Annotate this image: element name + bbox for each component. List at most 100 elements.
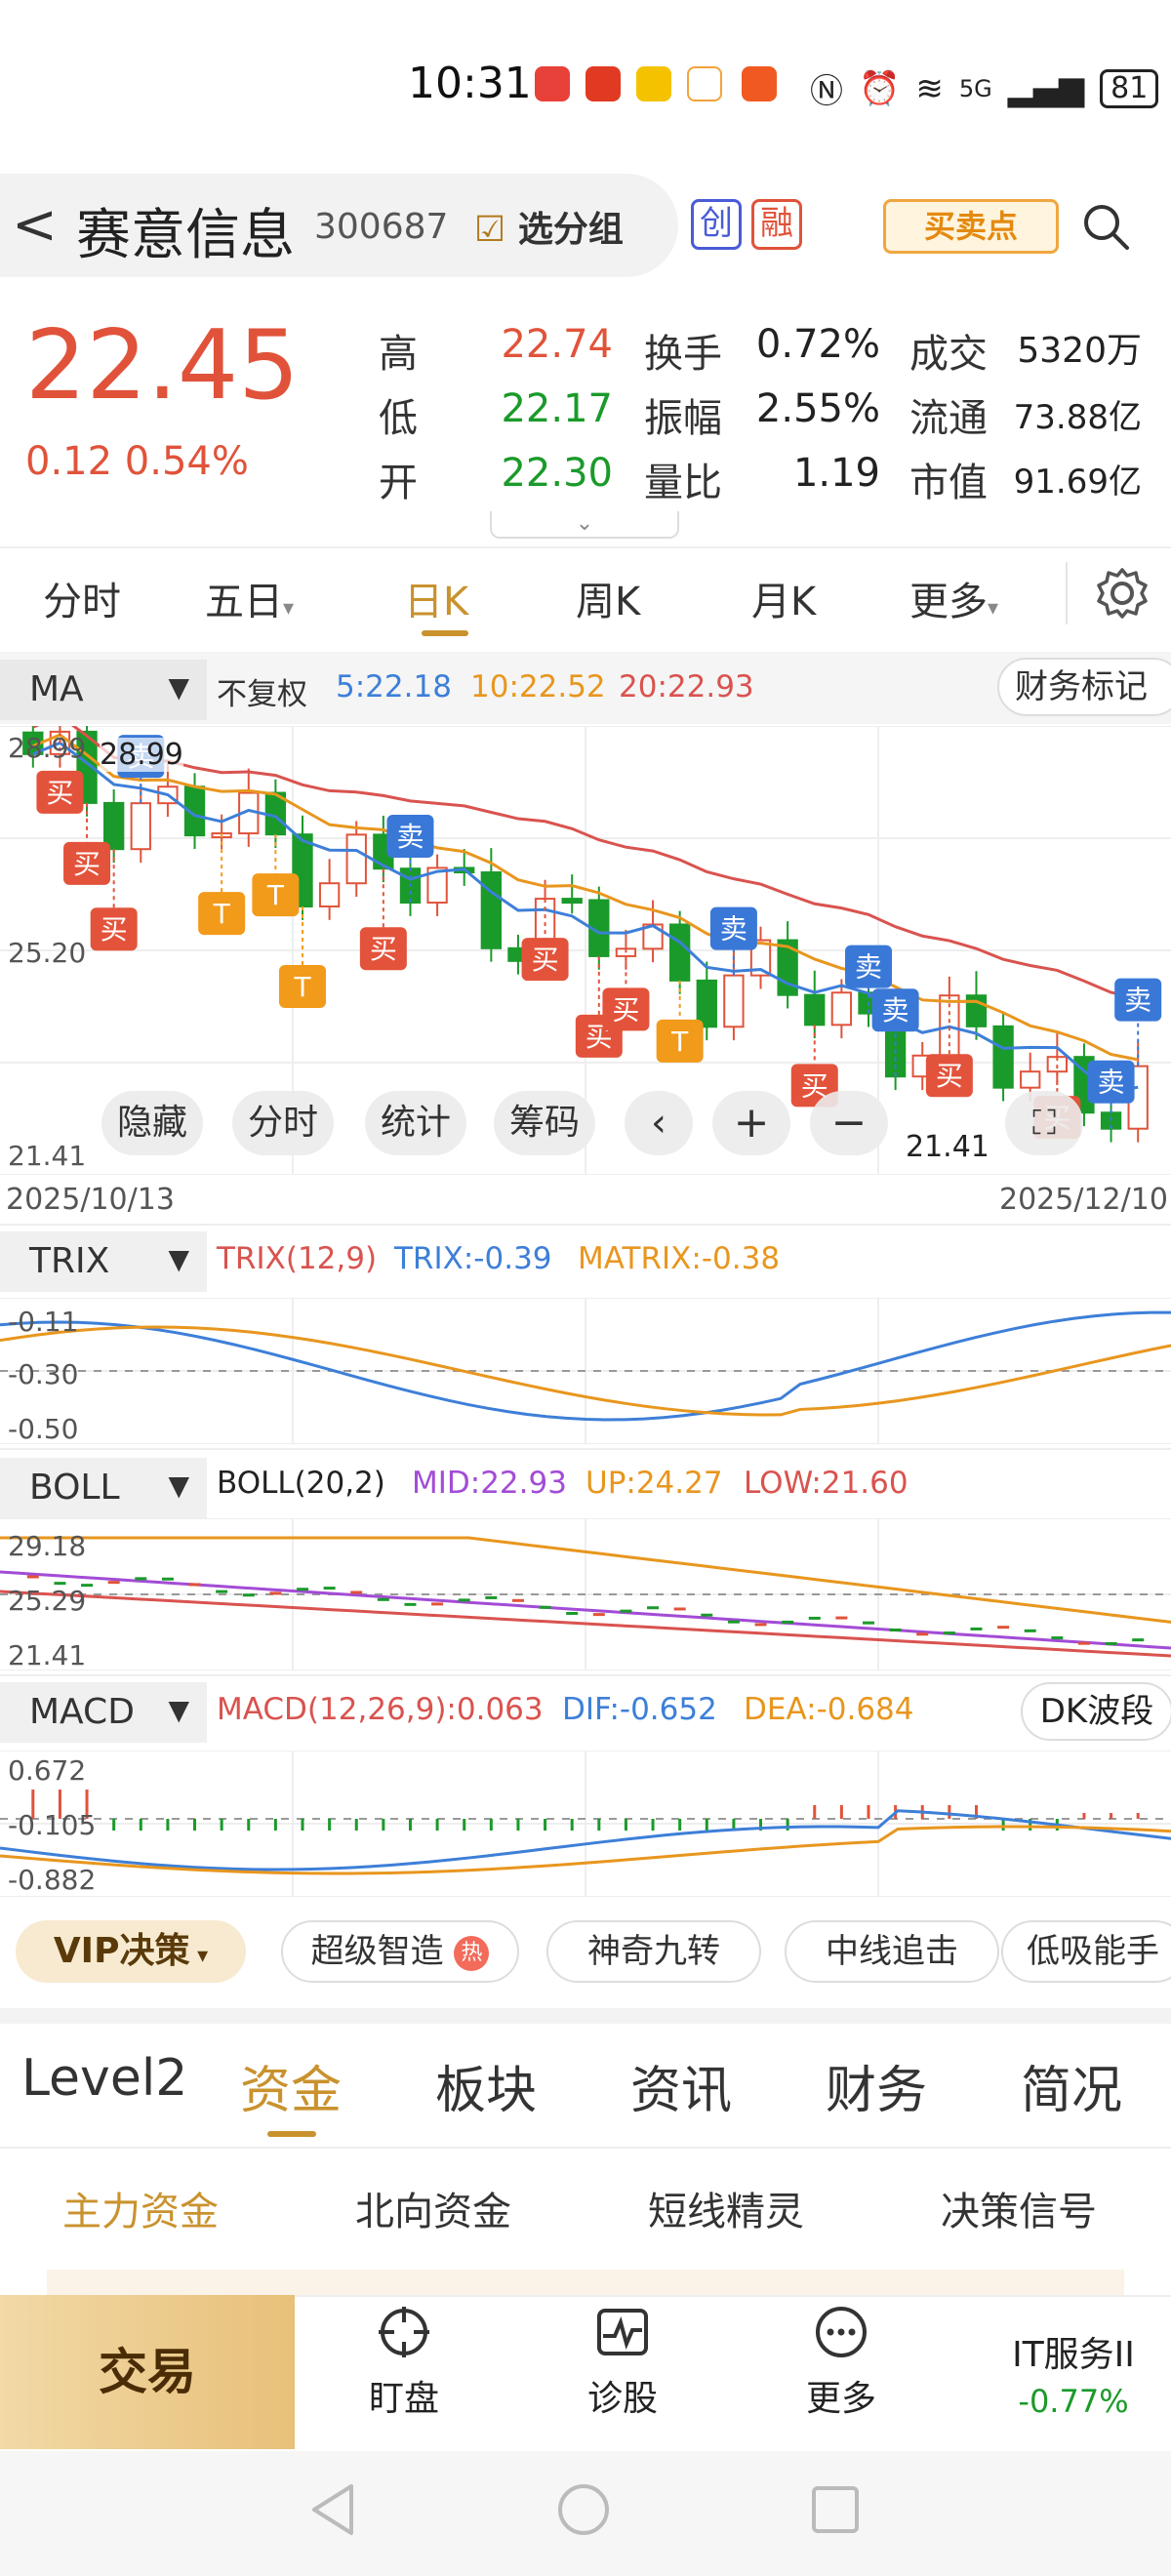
macd-indicator-select[interactable]: MACD ▼ <box>0 1682 207 1743</box>
quote-label: 市值 <box>909 451 988 507</box>
candle-body <box>347 834 366 883</box>
zoom-in-icon[interactable]: + <box>712 1091 790 1155</box>
chevron-down-icon: ▼ <box>168 1694 189 1726</box>
finance-mark-button[interactable]: 财务标记 <box>997 658 1171 716</box>
boll-chart[interactable] <box>0 1518 1171 1670</box>
subtab-northbound[interactable]: 北向资金 <box>355 2180 511 2236</box>
indicator-label: BOLL <box>29 1468 120 1508</box>
zoom-out-icon[interactable]: − <box>810 1091 888 1155</box>
divider <box>0 1448 1171 1450</box>
chevron-down-icon: ▼ <box>168 671 189 704</box>
vip-decision-button[interactable]: VIP决策 ▾ <box>16 1920 246 1983</box>
stats-button[interactable]: 统计 <box>365 1091 466 1155</box>
signal-label: 买 <box>612 993 639 1026</box>
quote-label: 量比 <box>644 451 722 507</box>
candle-body <box>805 995 824 1026</box>
chips-button[interactable]: 筹码 <box>494 1091 595 1155</box>
nav-more[interactable]: 更多 <box>773 2303 909 2421</box>
quote-value: 22.30 <box>449 451 613 496</box>
fullscreen-icon[interactable]: ⛶ <box>1005 1091 1083 1155</box>
tab-profile[interactable]: 简况 <box>1021 2049 1122 2122</box>
settings-gear-icon[interactable] <box>1095 566 1150 621</box>
chinext-tag: 创 <box>691 199 742 250</box>
quote-label: 开 <box>379 451 418 507</box>
section-separator <box>0 2008 1171 2024</box>
subtab-decision-signal[interactable]: 决策信号 <box>941 2180 1097 2236</box>
trix-y-bottom: -0.50 <box>8 1413 78 1445</box>
tab-more[interactable]: 更多▾ <box>909 570 998 626</box>
trade-button[interactable]: 交易 <box>0 2295 295 2449</box>
signal-label: 卖 <box>882 994 909 1026</box>
chevron-down-icon: ▾ <box>283 596 294 621</box>
matrix-value: MATRIX:-0.38 <box>578 1241 780 1276</box>
ma5-value: 5:22.18 <box>336 669 452 704</box>
tab-monthly-k[interactable]: 月K <box>751 570 816 626</box>
chip-mid-line[interactable]: 中线追击 <box>785 1920 999 1983</box>
select-group-button[interactable]: ☑ 选分组 <box>474 201 624 252</box>
search-icon[interactable] <box>1080 201 1131 252</box>
candle-body <box>670 924 689 980</box>
subtab-short-elf[interactable]: 短线精灵 <box>648 2180 804 2236</box>
candle-body <box>698 981 716 1026</box>
hide-button[interactable]: 隐藏 <box>101 1091 203 1155</box>
boll-mid: MID:22.93 <box>412 1466 567 1501</box>
recents-square-icon[interactable] <box>810 2484 861 2535</box>
signal-label: T <box>293 971 311 1003</box>
date-end: 2025/12/10 <box>999 1183 1168 1217</box>
candle-body <box>832 992 851 1025</box>
quote-label: 换手 <box>644 322 722 379</box>
system-navigation-bar <box>0 2451 1171 2576</box>
candle-body <box>993 1026 1012 1088</box>
boll-y-top: 29.18 <box>8 1530 86 1562</box>
intraday-overlay-button[interactable]: 分时 <box>232 1091 334 1155</box>
tab-weekly-k[interactable]: 周K <box>576 570 640 626</box>
app-notification-icon <box>535 66 570 101</box>
signal-label: 买 <box>73 848 101 880</box>
nav-diagnose[interactable]: 诊股 <box>554 2303 691 2421</box>
macd-params: MACD(12,26,9):0.063 <box>217 1692 544 1727</box>
y-axis-bottom: 21.41 <box>8 1140 86 1172</box>
quote-value: 5320万 <box>1005 322 1142 373</box>
macd-chart[interactable] <box>0 1751 1171 1897</box>
quote-value: 2.55% <box>742 386 880 431</box>
chip-super-smart[interactable]: 超级智造 热 <box>281 1920 519 1983</box>
tab-five-day[interactable]: 五日▾ <box>205 570 294 626</box>
quote-value: 91.69亿 <box>1005 455 1142 503</box>
tab-intraday[interactable]: 分时 <box>43 570 121 626</box>
app-notification-icon <box>742 66 777 101</box>
tab-finance[interactable]: 财务 <box>826 2049 927 2122</box>
tab-daily-k[interactable]: 日K <box>404 570 468 626</box>
nav-label: 诊股 <box>554 2370 691 2421</box>
chip-low-buy[interactable]: 低吸能手 <box>1001 1920 1171 1983</box>
tab-sector[interactable]: 板块 <box>435 2049 537 2122</box>
nav-sector[interactable]: IT服务II -0.77% <box>986 2326 1161 2420</box>
buy-sell-point-button[interactable]: 买卖点 <box>883 199 1059 254</box>
trix-indicator-select[interactable]: TRIX ▼ <box>0 1231 207 1292</box>
signal-icon: 5G <box>959 75 992 102</box>
tab-funds[interactable]: 资金 <box>240 2049 342 2122</box>
scroll-left-icon[interactable]: ‹ <box>625 1091 693 1155</box>
signal-label: 买 <box>46 777 73 809</box>
expand-chevron-icon[interactable]: ⌄ <box>490 511 679 539</box>
trix-chart[interactable] <box>0 1298 1171 1444</box>
back-triangle-icon[interactable] <box>308 2480 359 2539</box>
dk-band-button[interactable]: DK波段 <box>1021 1682 1171 1741</box>
boll-params: BOLL(20,2) <box>217 1466 385 1501</box>
signal-label: 卖 <box>396 821 424 853</box>
candle-body <box>724 976 743 1027</box>
quote-label: 低 <box>379 386 418 443</box>
boll-indicator-select[interactable]: BOLL ▼ <box>0 1458 207 1518</box>
trix-y-mid: -0.30 <box>8 1358 78 1390</box>
home-circle-icon[interactable] <box>556 2482 611 2537</box>
back-button[interactable]: < <box>12 193 58 257</box>
macd-y-top: 0.672 <box>8 1754 86 1787</box>
tab-news[interactable]: 资讯 <box>630 2049 732 2122</box>
main-indicator-select[interactable]: MA ▼ <box>0 660 207 720</box>
chip-magic-nine[interactable]: 神奇九转 <box>546 1920 761 1983</box>
tab-level2[interactable]: Level2 <box>21 2049 187 2108</box>
adjust-mode[interactable]: 不复权 <box>217 669 307 713</box>
subtab-main-funds[interactable]: 主力资金 <box>62 2180 219 2236</box>
signal-label: 买 <box>101 913 128 946</box>
nav-watch[interactable]: 盯盘 <box>336 2303 472 2421</box>
signal-label: T <box>266 879 285 911</box>
